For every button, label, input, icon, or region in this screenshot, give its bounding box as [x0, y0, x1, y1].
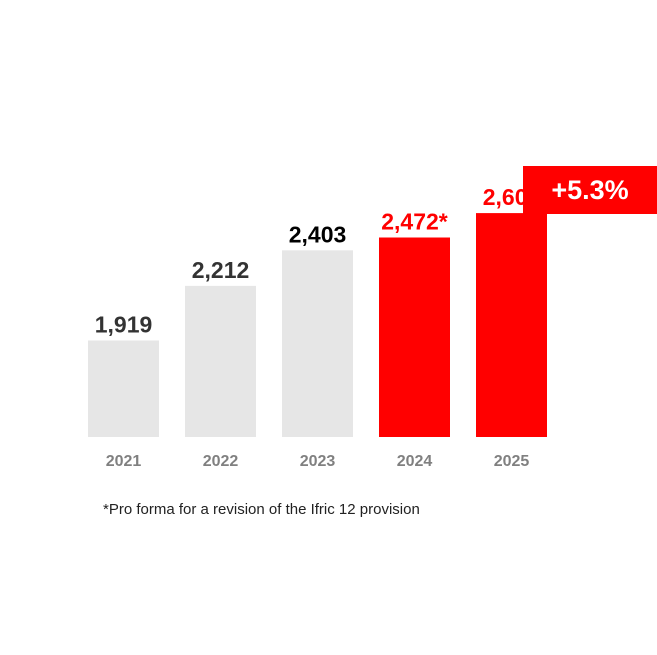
growth-badge-label: +5.3%	[551, 174, 629, 205]
x-tick-label-2023: 2023	[300, 453, 336, 470]
value-label-2021: 1,919	[95, 312, 153, 338]
value-label-2024: 2,472*	[381, 209, 448, 235]
value-label-2023: 2,403	[289, 221, 347, 247]
bar-2022	[185, 285, 256, 437]
bar-2023	[282, 250, 353, 437]
footnote: *Pro forma for a revision of the Ifric 1…	[103, 501, 420, 518]
value-label-2022: 2,212	[192, 257, 250, 283]
x-tick-label-2022: 2022	[203, 453, 239, 470]
x-tick-label-2024: 2024	[397, 453, 433, 470]
x-tick-label-2025: 2025	[494, 453, 530, 470]
bar-2025	[476, 213, 547, 437]
bar-2021	[88, 340, 159, 437]
bar-2024	[379, 237, 450, 437]
x-tick-label-2021: 2021	[106, 453, 142, 470]
growth-badge: +5.3%	[523, 166, 657, 214]
